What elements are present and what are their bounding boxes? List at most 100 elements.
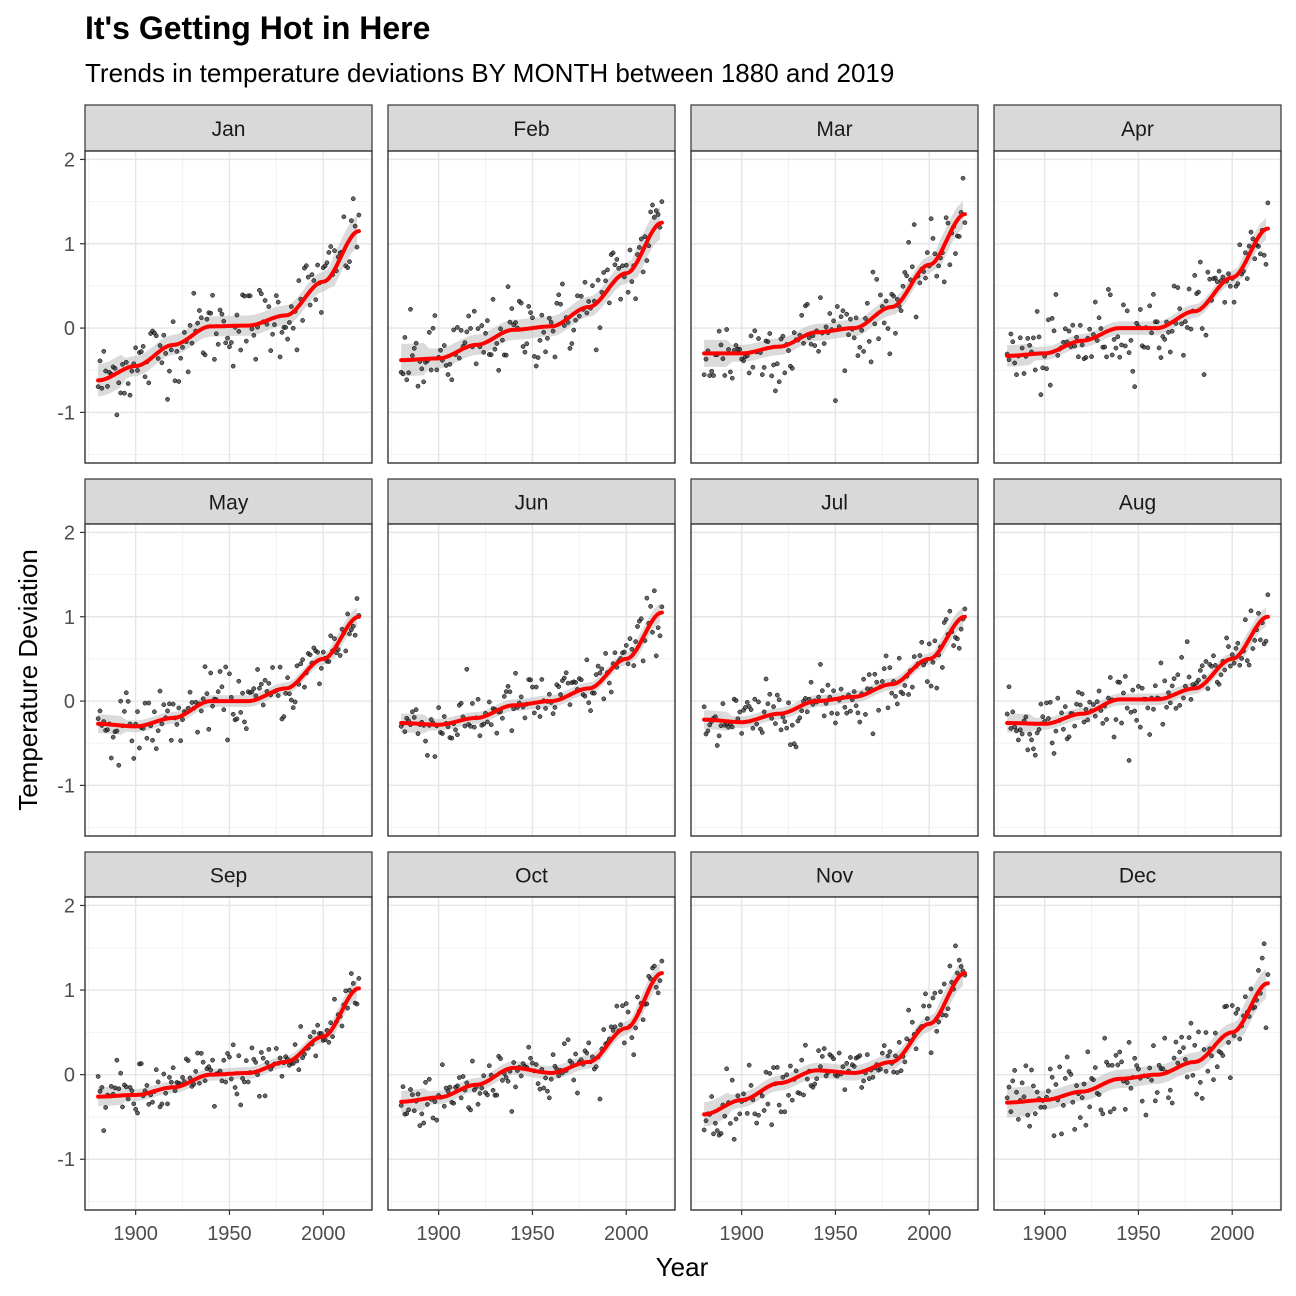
facet-strip [387, 478, 676, 525]
y-tick-label: 0 [64, 691, 75, 713]
data-point [518, 1073, 524, 1079]
data-point [1186, 674, 1192, 680]
data-point [475, 326, 481, 331]
data-point [1126, 350, 1132, 355]
data-point [659, 958, 665, 964]
data-point [1233, 646, 1239, 651]
data-point [528, 677, 533, 683]
data-point [1085, 1049, 1091, 1055]
data-point [748, 707, 754, 712]
data-point [197, 308, 202, 313]
data-point [345, 265, 350, 270]
data-point [1021, 371, 1027, 376]
panel-background [994, 897, 1281, 1210]
data-point [1115, 1062, 1121, 1068]
data-point [1126, 1040, 1132, 1045]
facet-may: May -1 0 1 2 [57, 478, 373, 837]
data-point [219, 311, 225, 317]
x-tick-label: 2000 [301, 1223, 346, 1245]
data-point [629, 1035, 635, 1040]
data-point [221, 707, 227, 713]
data-point [1248, 229, 1254, 235]
data-point [834, 1073, 840, 1079]
facet-strip [690, 851, 979, 898]
data-point [840, 308, 846, 314]
data-point [1046, 1088, 1051, 1094]
data-point [328, 1020, 334, 1026]
data-point [198, 708, 204, 714]
data-point [793, 1068, 799, 1074]
data-point [180, 1075, 185, 1080]
data-point [878, 292, 883, 298]
data-point [819, 1054, 825, 1059]
x-tick-label: 1950 [207, 1223, 252, 1245]
data-point [926, 641, 932, 647]
data-point [848, 1055, 853, 1060]
data-point [202, 664, 208, 670]
data-point [1196, 677, 1201, 683]
data-point [1177, 1049, 1183, 1055]
facet-label: Jun [515, 492, 549, 515]
data-point [842, 704, 848, 710]
data-point [541, 329, 547, 335]
data-point [417, 1123, 423, 1128]
data-point [928, 216, 934, 222]
data-point [266, 680, 272, 686]
data-point [714, 1128, 720, 1133]
data-point [129, 1088, 135, 1093]
data-point [1109, 1062, 1115, 1068]
data-point [724, 327, 729, 332]
data-point [1019, 731, 1025, 737]
data-point [913, 314, 919, 320]
panel-border [387, 523, 676, 837]
data-point [633, 1025, 638, 1031]
data-point [317, 681, 322, 687]
data-point [844, 1060, 850, 1066]
data-point [546, 315, 552, 321]
data-point [593, 1064, 599, 1070]
data-point [653, 984, 659, 990]
data-point [1166, 1095, 1171, 1101]
data-point [347, 631, 352, 637]
data-point [1068, 1072, 1074, 1077]
y-tick-label: 2 [64, 149, 75, 171]
data-point [315, 649, 320, 655]
data-point [789, 1097, 795, 1103]
data-point [1122, 1106, 1128, 1112]
panel-border [690, 150, 979, 464]
panel-background [85, 151, 372, 463]
data-point [227, 1054, 232, 1060]
data-point [728, 1121, 733, 1126]
data-point [436, 705, 441, 710]
data-point [95, 716, 101, 721]
data-point [1079, 342, 1085, 348]
data-point [1175, 672, 1181, 678]
data-point [1124, 705, 1130, 711]
trend-line [399, 971, 664, 1104]
data-point [919, 639, 925, 645]
data-point [1032, 752, 1038, 758]
data-point [1134, 717, 1139, 723]
data-point [462, 340, 468, 346]
data-point [894, 1070, 900, 1075]
data-point [410, 353, 415, 358]
data-point [1182, 319, 1188, 324]
data-point [851, 335, 857, 341]
data-point [1211, 1077, 1216, 1083]
data-point [934, 273, 940, 279]
data-point [878, 1066, 883, 1072]
data-point [640, 1017, 646, 1023]
data-point [541, 1085, 547, 1091]
data-point [533, 363, 539, 369]
data-point [234, 312, 240, 318]
data-point [290, 325, 296, 331]
data-point [176, 705, 182, 711]
data-point [1205, 686, 1211, 691]
data-point [879, 1050, 885, 1056]
data-point [1025, 747, 1031, 753]
data-point [906, 692, 911, 697]
data-point [356, 212, 362, 218]
data-point [655, 990, 661, 996]
data-point [1139, 685, 1145, 691]
data-point [498, 1056, 503, 1061]
